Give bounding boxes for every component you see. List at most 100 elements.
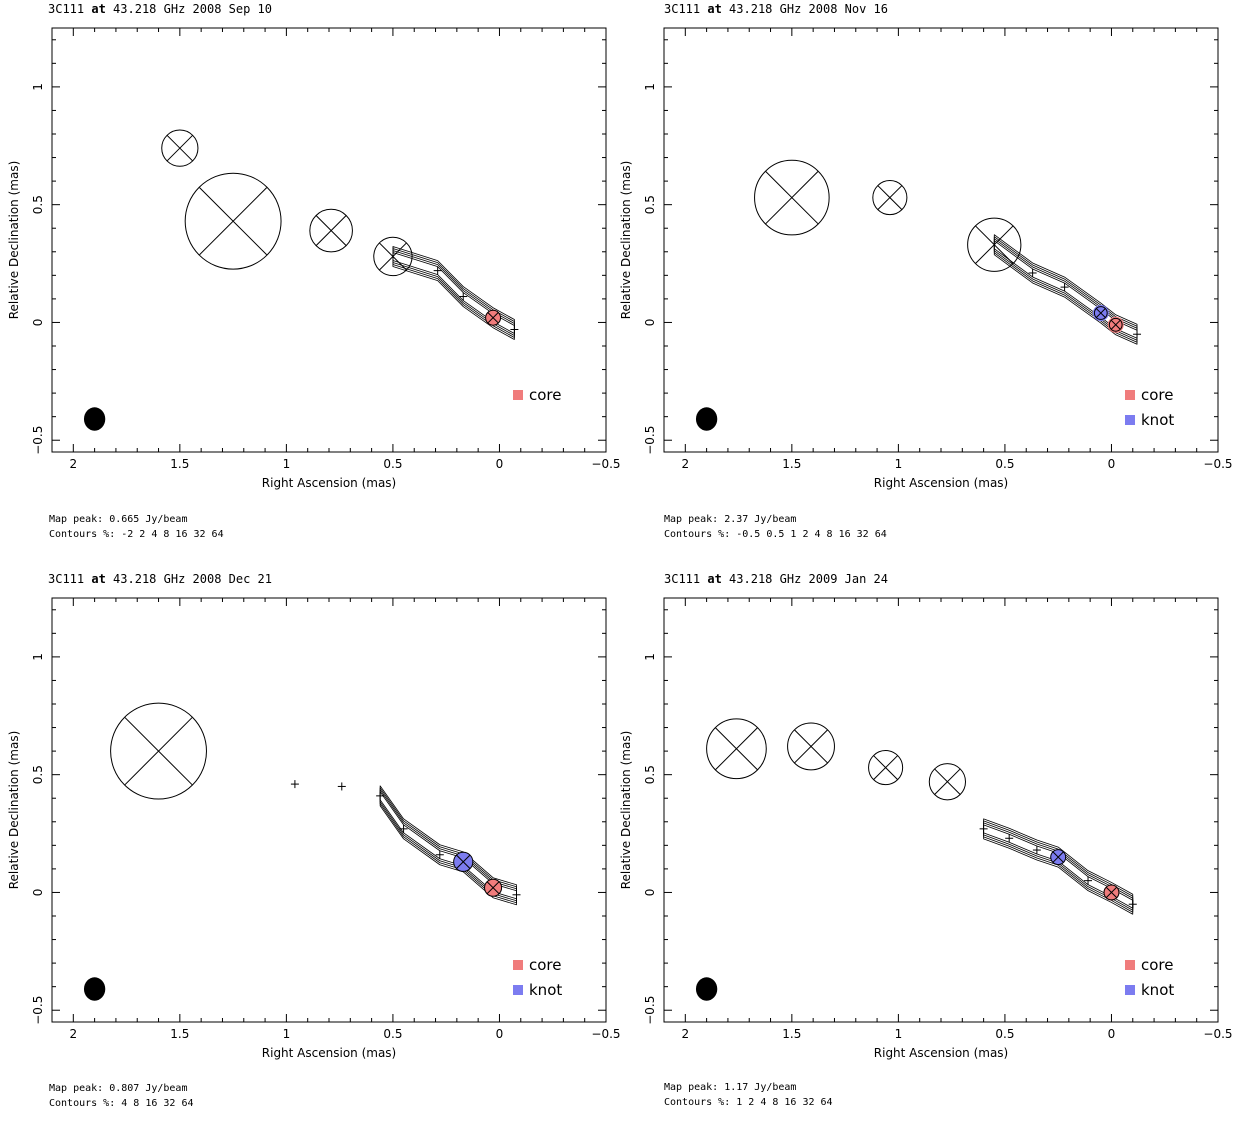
model-component xyxy=(787,722,835,771)
y-tick-label: −0.5 xyxy=(643,996,657,1025)
x-tick-label: 1.5 xyxy=(170,457,189,471)
legend: core xyxy=(513,386,562,404)
x-tick-label: 0.5 xyxy=(995,1027,1014,1041)
map-peak-text: Map peak: 0.665 Jy/beam xyxy=(49,514,188,525)
component-circle xyxy=(1103,884,1120,901)
core-component xyxy=(484,878,503,897)
y-tick-label: 1 xyxy=(643,653,657,661)
contours-text: Contours %: -0.5 0.5 1 2 4 8 16 32 64 xyxy=(664,529,887,540)
model-component xyxy=(1133,330,1142,339)
panel-title: 3C111 at 43.218 GHz 2008 Dec 21 xyxy=(48,572,273,586)
y-tick-label: 0 xyxy=(643,889,657,897)
component-circle xyxy=(110,702,207,800)
contour-map-plot: 2 1.5 1 0.5 0 −0.5 −0.5 0 0.5 1 Right Ascension (m… xyxy=(7,597,621,1060)
component-circle xyxy=(868,750,904,786)
x-tick-label: −0.5 xyxy=(591,457,620,471)
component-axis xyxy=(975,225,1014,264)
contour-line xyxy=(983,822,1134,911)
component-circle xyxy=(373,236,413,277)
model-component xyxy=(872,180,908,216)
x-tick-label: 1.5 xyxy=(782,457,801,471)
legend-swatch-core xyxy=(513,390,523,400)
model-component xyxy=(928,763,967,801)
component-circle xyxy=(754,159,830,236)
model-component xyxy=(373,236,413,277)
model-component xyxy=(1084,876,1093,885)
panel-title: 3C111 at 43.218 GHz 2008 Nov 16 xyxy=(664,2,889,16)
component-axis xyxy=(456,854,471,869)
x-tick-label: 1.5 xyxy=(170,1027,189,1041)
x-axis-label: Right Ascension (mas) xyxy=(262,476,396,490)
axis-ticks xyxy=(664,598,1219,1022)
x-axis-label: Right Ascension (mas) xyxy=(874,1046,1008,1060)
component-axis xyxy=(124,717,193,786)
model-component xyxy=(1128,900,1137,909)
y-tick-label: 0.5 xyxy=(643,765,657,784)
component-axis xyxy=(315,215,347,246)
model-component xyxy=(433,266,442,275)
beam-ellipse xyxy=(695,407,718,431)
model-component xyxy=(967,217,1022,272)
map-footer: Map peak: 0.665 Jy/beam Contours %: -2 2 … xyxy=(49,512,224,542)
beam-ellipse xyxy=(83,977,106,1001)
component-circle xyxy=(161,129,199,167)
map-peak-text: Map peak: 0.807 Jy/beam xyxy=(49,1083,188,1094)
model-component xyxy=(110,702,207,800)
x-tick-label: 2 xyxy=(681,1027,689,1041)
component-axis xyxy=(1105,886,1118,899)
axis-ticks xyxy=(52,598,607,1022)
component-circle xyxy=(1093,306,1108,320)
y-tick-label: 0.5 xyxy=(643,195,657,214)
legend: core knot xyxy=(1125,956,1174,999)
legend-label-knot: knot xyxy=(529,981,562,999)
legend-label-core: core xyxy=(529,956,562,974)
plot-frame xyxy=(663,597,1219,1023)
component-circle xyxy=(967,217,1022,272)
component-axis xyxy=(794,729,828,764)
component-axis xyxy=(166,135,193,162)
component-axis xyxy=(487,312,499,324)
plot-frame xyxy=(663,27,1219,453)
contour-line xyxy=(392,248,515,338)
y-tick-label: 0.5 xyxy=(31,765,45,784)
y-tick-label: 1 xyxy=(31,83,45,91)
model-component xyxy=(376,791,385,800)
model-component xyxy=(290,780,299,789)
contour-line xyxy=(392,252,515,334)
legend-label-core: core xyxy=(1141,386,1174,404)
plot-frame xyxy=(51,597,607,1023)
core-component xyxy=(1103,884,1120,901)
x-tick-label: 0 xyxy=(496,457,504,471)
x-tick-label: −0.5 xyxy=(1203,457,1232,471)
axis-ticks xyxy=(52,28,607,452)
contour-line xyxy=(983,820,1134,913)
legend-swatch-knot xyxy=(1125,415,1135,425)
map-panel-sep10: 3C111 at 43.218 GHz 2008 Sep 10 2 1.5 1 0.5… xyxy=(0,0,621,557)
component-axis xyxy=(1110,319,1121,330)
map-footer: Map peak: 0.807 Jy/beam Contours %: 4 8 1… xyxy=(49,1081,194,1111)
component-axis xyxy=(873,755,898,780)
x-tick-label: 1 xyxy=(895,457,903,471)
contour-line xyxy=(392,246,515,340)
x-tick-label: 1.5 xyxy=(782,1027,801,1041)
component-circle xyxy=(453,851,474,872)
y-tick-label: −0.5 xyxy=(31,426,45,455)
model-component xyxy=(1060,283,1069,292)
x-tick-label: 0 xyxy=(1108,457,1116,471)
component-circle xyxy=(787,722,835,771)
contour-line xyxy=(993,234,1138,345)
panel-title: 3C111 at 43.218 GHz 2008 Sep 10 xyxy=(48,2,273,16)
component-axis xyxy=(715,727,758,770)
x-tick-label: 1 xyxy=(283,457,291,471)
x-tick-label: 0.5 xyxy=(383,457,402,471)
knot-component xyxy=(453,851,474,872)
legend-swatch-knot xyxy=(513,985,523,995)
core-component xyxy=(485,309,502,326)
legend-swatch-core xyxy=(513,960,523,970)
map-footer: Map peak: 2.37 Jy/beam Contours %: -0.5 0… xyxy=(664,512,887,542)
model-component xyxy=(868,750,904,786)
contour-lines xyxy=(392,246,515,340)
component-circle xyxy=(928,763,967,801)
y-tick-label: −0.5 xyxy=(643,426,657,455)
beam-ellipse xyxy=(695,977,718,1001)
